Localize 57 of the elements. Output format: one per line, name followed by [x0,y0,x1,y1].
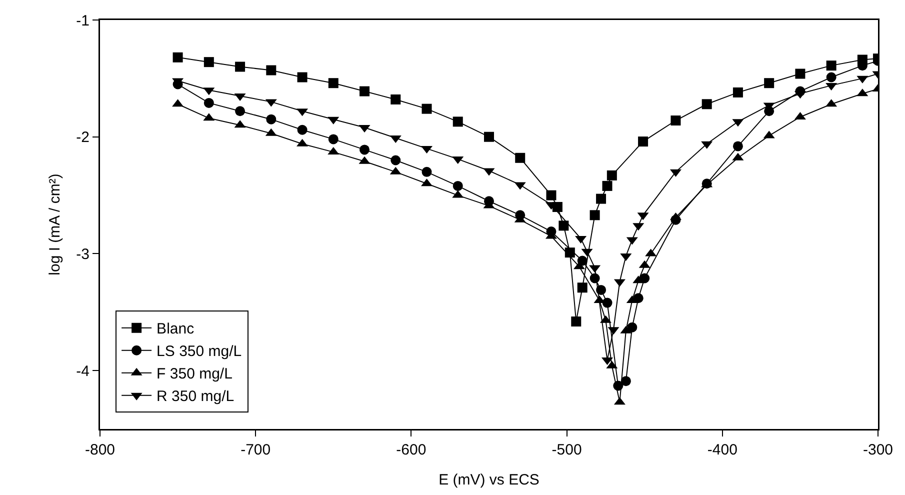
x-tick-label: -400 [707,442,738,458]
x-tick-label: -300 [862,442,894,458]
x-tick-label: -700 [240,442,271,458]
point [577,282,588,293]
legend-label: Blanc [156,320,195,338]
y-tick-label: -1 [76,12,90,30]
point [328,134,338,144]
point [235,62,246,72]
point [297,124,308,135]
point [452,116,463,127]
point [484,132,494,142]
y-tick-label: -2 [76,129,90,146]
point [596,194,606,204]
point [390,155,401,166]
point [297,72,308,82]
x-tick-label: -600 [396,442,426,458]
point [266,65,276,76]
legend-label: LS 350 mg/L [156,343,242,360]
point [558,220,569,231]
point [328,78,338,88]
point [266,114,276,124]
point [571,316,582,326]
legend-label: F 350 mg/L [156,366,232,383]
point [546,190,556,200]
legend-label: R 350 mg/L [156,388,234,406]
point [422,104,432,114]
point [360,86,370,96]
point [452,180,463,191]
point [515,152,526,163]
point [602,298,612,308]
point [602,180,612,191]
y-axis-title: log I (mA / cm²) [46,174,64,276]
point [627,322,638,332]
point [204,98,214,108]
point [732,87,743,98]
y-tick-label: -3 [76,246,90,263]
x-tick-label: -800 [84,442,116,458]
point [172,52,183,62]
point [620,376,631,386]
point [764,78,774,88]
x-tick-label: -500 [552,442,582,458]
point [702,99,712,110]
x-axis-title: E (mV) vs ECS [438,472,540,488]
y-tick-label: -4 [76,362,90,380]
point [606,170,617,180]
point [204,57,214,68]
point [795,68,806,79]
point [638,136,648,147]
point [360,144,370,155]
point [390,94,401,104]
point [422,166,432,177]
point [590,210,600,220]
point [826,60,836,71]
point [670,116,681,126]
point [235,106,246,116]
point [826,72,836,82]
point [732,141,743,152]
